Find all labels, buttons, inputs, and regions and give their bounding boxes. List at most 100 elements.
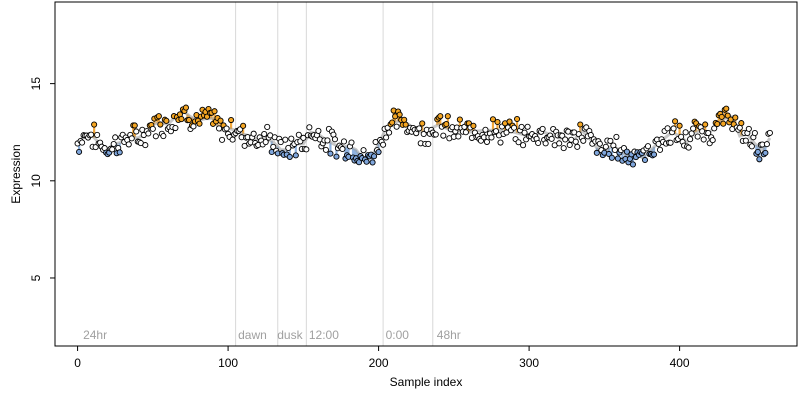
data-point xyxy=(444,113,451,120)
data-point xyxy=(264,123,271,131)
data-point xyxy=(155,113,162,120)
data-point xyxy=(605,150,612,158)
data-point xyxy=(656,146,664,153)
data-point xyxy=(110,140,117,148)
data-point xyxy=(702,121,709,128)
data-point xyxy=(109,146,116,153)
data-point xyxy=(157,121,164,128)
data-point xyxy=(756,156,763,163)
data-point xyxy=(602,143,609,150)
data-point xyxy=(315,127,322,134)
data-point xyxy=(369,159,376,166)
data-point xyxy=(488,134,495,141)
data-point xyxy=(443,121,450,128)
data-point xyxy=(389,119,396,126)
data-point xyxy=(190,123,197,130)
data-point xyxy=(300,134,307,141)
data-point xyxy=(455,133,462,140)
data-point xyxy=(306,124,313,131)
data-point xyxy=(88,131,95,138)
data-point xyxy=(425,140,432,148)
data-point xyxy=(292,152,299,159)
data-point xyxy=(732,114,739,121)
data-point xyxy=(116,149,123,156)
data-point xyxy=(149,125,156,132)
data-point xyxy=(506,118,513,125)
data-point xyxy=(690,125,697,132)
data-point xyxy=(437,113,444,120)
data-point xyxy=(470,122,477,129)
data-point xyxy=(709,137,716,144)
data-point xyxy=(360,147,367,154)
data-point xyxy=(112,134,119,141)
data-point xyxy=(250,130,257,137)
x-tick-label: 200 xyxy=(369,356,389,370)
data-point xyxy=(375,148,382,156)
data-point xyxy=(216,125,223,132)
data-point xyxy=(295,131,302,138)
data-point xyxy=(748,143,755,150)
data-point xyxy=(482,126,489,133)
data-point xyxy=(462,129,469,136)
data-point xyxy=(751,130,758,137)
data-point xyxy=(322,146,329,153)
data-point xyxy=(327,150,334,157)
data-point xyxy=(178,116,185,123)
data-point xyxy=(535,139,542,147)
data-point xyxy=(629,161,636,168)
data-point xyxy=(416,125,423,132)
data-point xyxy=(355,159,363,166)
data-point xyxy=(456,116,463,123)
data-point xyxy=(738,120,745,127)
data-point xyxy=(363,158,370,165)
data-point xyxy=(580,137,587,144)
data-point xyxy=(277,138,284,146)
data-point xyxy=(763,141,770,148)
data-point xyxy=(182,104,189,111)
region-label: dusk xyxy=(277,328,303,342)
data-point xyxy=(348,139,355,146)
data-point xyxy=(742,137,749,144)
data-point xyxy=(219,136,226,143)
data-point xyxy=(380,141,387,148)
region-label: 12:00 xyxy=(309,328,339,342)
data-point xyxy=(371,153,378,160)
data-point xyxy=(562,136,569,143)
data-point xyxy=(160,133,167,140)
data-point xyxy=(494,118,501,126)
data-point xyxy=(542,140,549,147)
y-tick-label: 5 xyxy=(29,274,43,281)
data-point xyxy=(497,139,504,146)
data-point xyxy=(402,121,409,128)
data-point xyxy=(492,128,500,135)
region-label: 24hr xyxy=(83,328,107,342)
data-point xyxy=(641,156,649,164)
data-point xyxy=(720,120,727,127)
y-axis-title: Expression xyxy=(9,144,23,203)
data-point xyxy=(339,145,346,153)
data-point xyxy=(556,140,563,147)
data-point xyxy=(548,135,555,142)
data-point xyxy=(133,128,140,135)
data-point xyxy=(185,116,193,124)
data-point xyxy=(145,130,152,137)
data-point xyxy=(282,136,289,143)
data-point xyxy=(672,118,679,125)
data-point xyxy=(607,137,614,144)
data-point xyxy=(566,141,573,149)
data-point xyxy=(700,136,707,143)
data-point xyxy=(131,122,138,129)
data-point xyxy=(303,146,310,153)
data-point xyxy=(714,120,721,128)
data-point xyxy=(667,139,674,146)
data-point xyxy=(419,120,426,127)
data-point xyxy=(521,129,528,136)
data-point xyxy=(560,145,567,152)
data-point xyxy=(261,130,268,138)
data-point xyxy=(574,143,581,150)
data-point xyxy=(688,130,695,137)
data-point xyxy=(262,139,269,146)
data-point xyxy=(94,131,101,138)
data-point xyxy=(128,135,135,142)
